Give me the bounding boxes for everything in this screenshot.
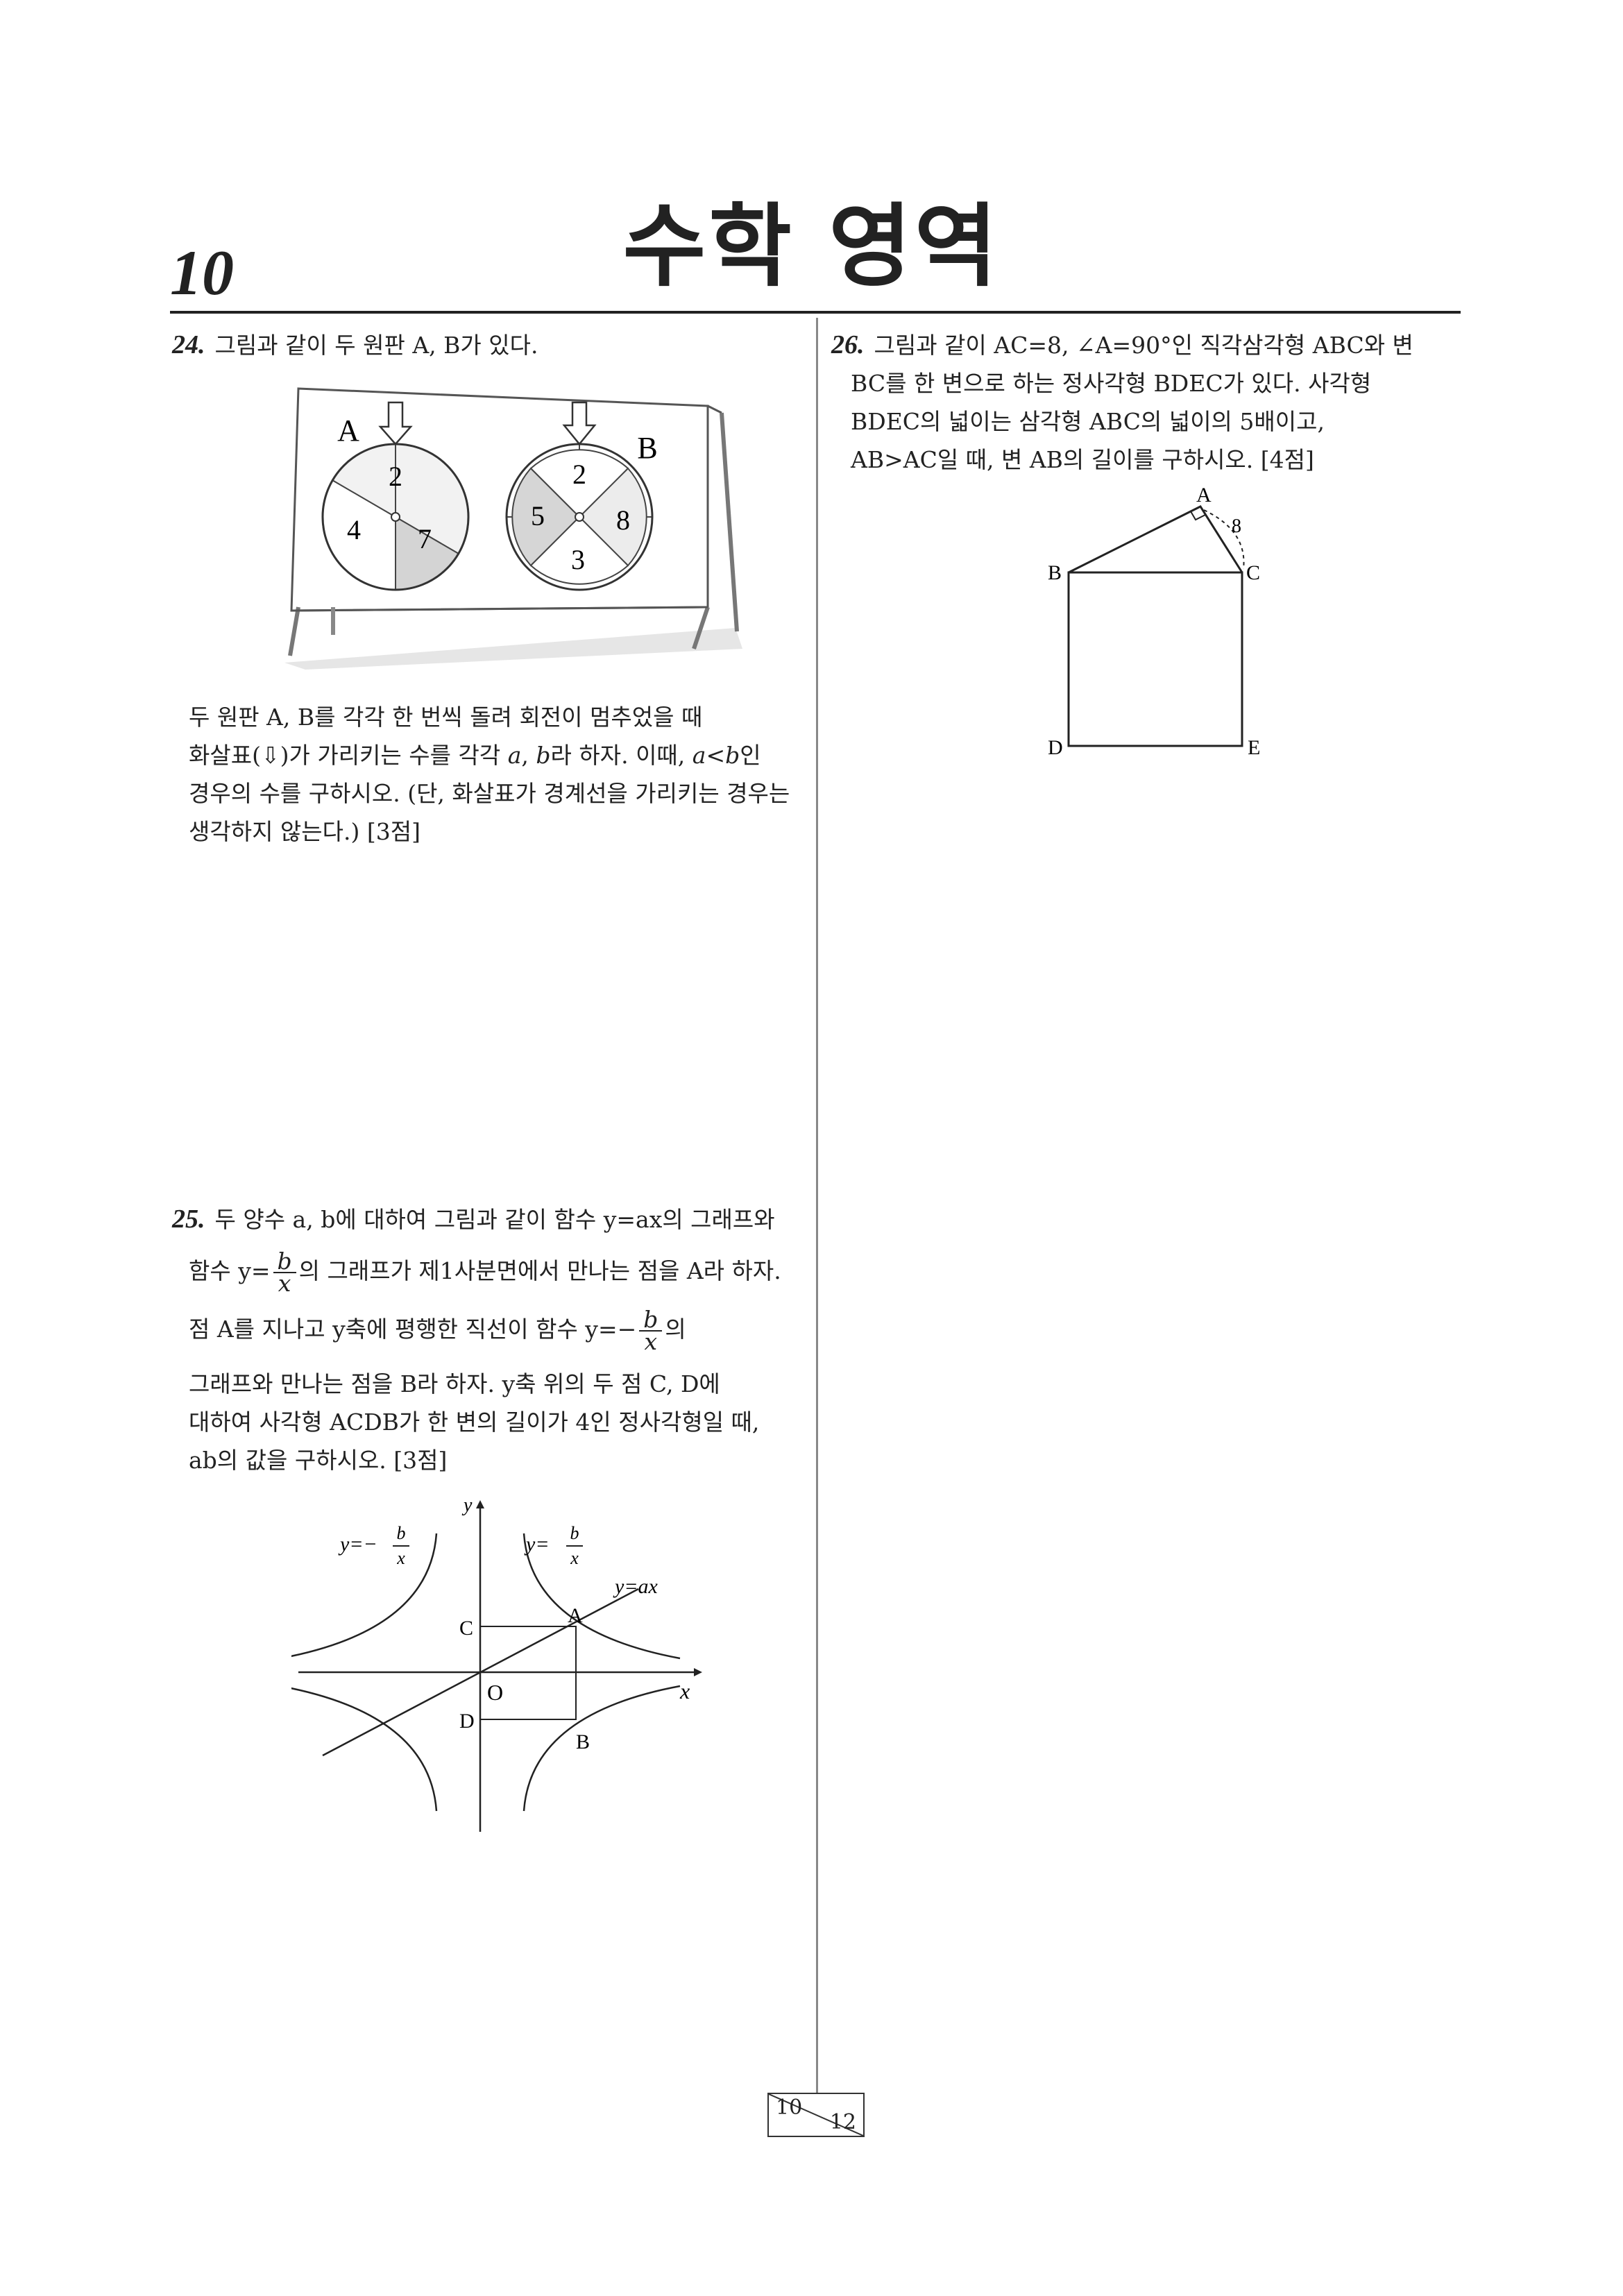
hyperbola-q4 [522, 1685, 681, 1812]
column-divider [816, 318, 818, 2094]
q24-number: 24. [172, 330, 205, 359]
q25-line3: 점 A를 지나고 y축에 평행한 직선이 함수 y=− b x 의 [189, 1308, 797, 1355]
square-bdec [1067, 571, 1243, 747]
frac2-den: x [644, 1328, 658, 1355]
point-c-label: C [459, 1617, 473, 1640]
hyperbola-q3 [291, 1687, 438, 1812]
disk-b-num-1: 5 [531, 500, 545, 532]
arrow-a-icon [378, 401, 413, 445]
label-pos-num: b [570, 1523, 579, 1543]
disk-b: 2 5 8 3 B [505, 401, 658, 591]
label-a: A [1196, 484, 1212, 507]
q26-line1-text: 그림과 같이 AC=8, ∠A=90°인 직각삼각형 ABC와 변 [874, 332, 1413, 359]
q24-body-line4: 생각하지 않는다.) [3점] [189, 818, 420, 845]
frac-num: b [273, 1250, 296, 1273]
q24-var-a: a [507, 742, 522, 769]
point-d-label: D [459, 1710, 475, 1733]
disk-a-num-2: 7 [418, 523, 432, 554]
q25-line2-a: 함수 y= [189, 1257, 271, 1284]
right-angle-mark [1190, 511, 1206, 521]
q24-var-b: b [536, 742, 551, 769]
point-a-label: A [568, 1604, 583, 1627]
disk-a-label: A [337, 414, 359, 448]
q25-line3-b: 의 [665, 1316, 686, 1343]
axis-x-label: x [679, 1678, 690, 1703]
board-shadow [284, 628, 742, 670]
label-e: E [1248, 736, 1260, 759]
label-b: B [1048, 561, 1062, 584]
page-total: 12 [829, 2110, 856, 2134]
q25-line6: ab의 값을 구하시오. [3점] [189, 1447, 448, 1474]
q25-number: 25. [172, 1205, 205, 1234]
triangle-abc [1068, 505, 1243, 574]
q25-line3-a: 점 A를 지나고 y축에 평행한 직선이 함수 y=− [189, 1316, 637, 1343]
q24-line2-c: 인 [740, 742, 761, 769]
q25-line5: 대하여 사각형 ACDB가 한 변의 길이가 4인 정사각형일 때, [189, 1409, 760, 1436]
q25-line1: 25. 두 양수 a, b에 대하여 그림과 같이 함수 y=ax의 그래프와 [172, 1200, 797, 1239]
side-ac-arc [1203, 509, 1245, 570]
q26-number: 26. [831, 330, 865, 359]
q24-body-line1: 두 원판 A, B를 각각 한 번씩 돌려 회전이 멈추었을 때 [189, 704, 703, 731]
disk-a-num-0: 2 [389, 461, 402, 492]
label-d: D [1048, 736, 1063, 759]
point-b-label: B [576, 1730, 590, 1753]
q26-line3: BDEC의 넓이는 삼각형 ABC의 넓이의 5배이고, [851, 408, 1325, 435]
q25-text: 25. 두 양수 a, b에 대하여 그림과 같이 함수 y=ax의 그래프와 함… [172, 1200, 797, 1479]
q26-line4: AB>AC일 때, 변 AB의 길이를 구하시오. [4점] [851, 446, 1314, 473]
q24-cond: a<b [692, 742, 740, 769]
disk-b-num-2: 8 [616, 504, 630, 536]
frac-den: x [278, 1270, 291, 1297]
hyperbola-q1 [522, 1533, 681, 1660]
page-number: 10 [170, 237, 234, 308]
disk-b-num-0: 2 [572, 459, 586, 490]
q24-body-line3: 경우의 수를 구하시오. (단, 화살표가 경계선을 가리키는 경우는 [189, 780, 790, 807]
page-title: 수학 영역 [622, 194, 1001, 299]
axis-y-label: y [461, 1499, 473, 1516]
q24-stem-text: 그림과 같이 두 원판 A, B가 있다. [214, 332, 538, 359]
page-counter: 10 12 [767, 2093, 865, 2137]
label-pos-den: x [570, 1548, 579, 1568]
q24-sep: , [521, 742, 529, 769]
label-neg-num: b [397, 1523, 406, 1543]
q24-line2-b: 라 하자. 이때, [550, 742, 686, 769]
page-current: 10 [776, 2095, 803, 2120]
arrow-b-icon [562, 401, 597, 445]
frac2-num: b [639, 1308, 663, 1332]
label-neg-b-over-x: y=− [338, 1533, 377, 1556]
q26-line2: BC를 한 변으로 하는 정사각형 BDEC가 있다. 사각형 [851, 370, 1372, 397]
disk-b-num-3: 3 [571, 544, 585, 575]
q25-graph: x y O A B C D y=− b x y= b x y=ax [291, 1499, 702, 1832]
hyperbola-q2 [291, 1533, 438, 1658]
q24-figure-spinners: 2 4 7 A 2 5 8 3 B [284, 387, 742, 670]
label-pos-b-over-x: y= [524, 1533, 550, 1556]
q26-line1: 26. 그림과 같이 AC=8, ∠A=90°인 직각삼각형 ABC와 변 [831, 326, 1456, 364]
label-c: C [1246, 561, 1260, 584]
q25-line4: 그래프와 만나는 점을 B라 하자. y축 위의 두 점 C, D에 [189, 1370, 720, 1397]
label-side-8: 8 [1232, 516, 1241, 537]
square-acdb [480, 1626, 577, 1720]
q25-line2-b: 의 그래프가 제1사분면에서 만나는 점을 A라 하자. [298, 1257, 781, 1284]
q24-body: 두 원판 A, B를 각각 한 번씩 돌려 회전이 멈추었을 때 화살표(⇩)가… [189, 698, 799, 851]
q26-figure: A B C D E 8 [1048, 484, 1260, 759]
label-line: y=ax [613, 1575, 658, 1598]
line-y-ax [322, 1588, 639, 1757]
origin-label: O [487, 1680, 503, 1705]
disk-b-label: B [637, 431, 657, 465]
label-neg-den: x [396, 1548, 405, 1568]
header-rule [170, 311, 1461, 314]
q26-text: 26. 그림과 같이 AC=8, ∠A=90°인 직각삼각형 ABC와 변 BC를… [831, 326, 1456, 479]
q25-line1-text: 두 양수 a, b에 대하여 그림과 같이 함수 y=ax의 그래프와 [214, 1206, 775, 1233]
q25-line2: 함수 y= b x 의 그래프가 제1사분면에서 만나는 점을 A라 하자. [189, 1250, 797, 1297]
q24-line2-a: 화살표(⇩)가 가리키는 수를 각각 [189, 742, 501, 769]
q24-body-line2: 화살표(⇩)가 가리키는 수를 각각 a, b라 하자. 이때, a<b인 [189, 736, 799, 774]
disk-a-num-1: 4 [347, 514, 361, 545]
disk-a: 2 4 7 A [321, 401, 470, 591]
page-counter-slash [769, 2094, 863, 2136]
q24-stem: 24. 그림과 같이 두 원판 A, B가 있다. [172, 326, 538, 364]
